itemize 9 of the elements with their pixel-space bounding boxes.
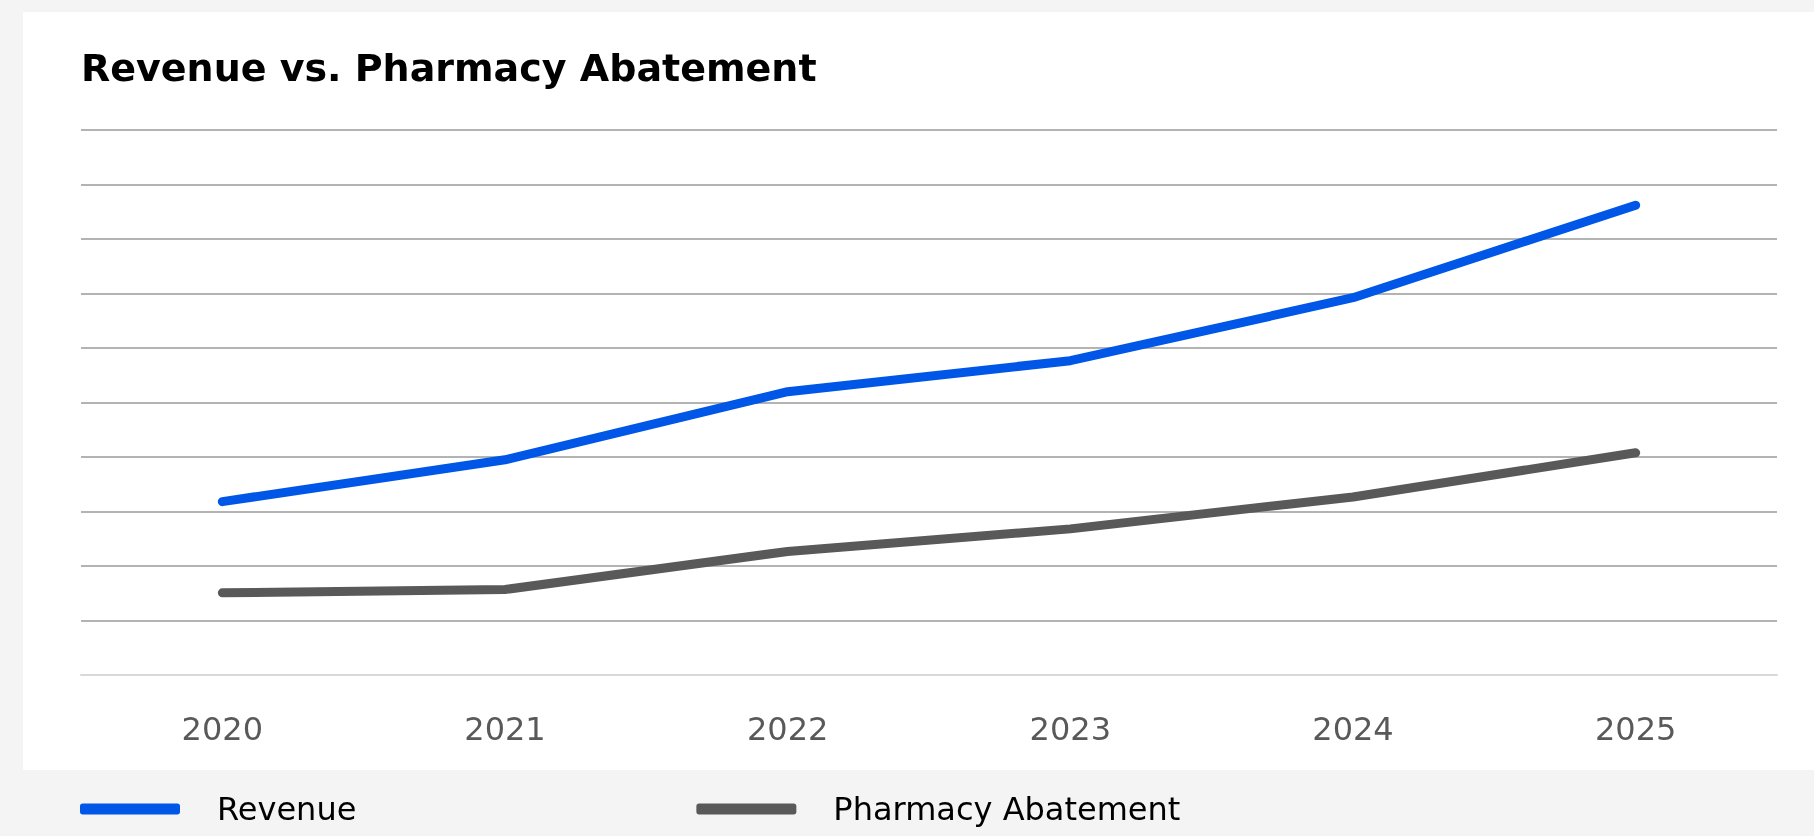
x-tick-label: 2022 (746, 710, 829, 748)
legend-label: Pharmacy Abatement (833, 790, 1181, 828)
x-tick-label: 2020 (181, 710, 264, 748)
x-tick-label: 2024 (1312, 710, 1394, 748)
x-tick-label: 2023 (1029, 710, 1112, 748)
legend-label: Revenue (217, 790, 357, 828)
x-tick-label: 2021 (464, 710, 546, 748)
chart-title: Revenue vs. Pharmacy Abatement (81, 46, 817, 90)
x-tick-label: 2025 (1594, 710, 1677, 748)
